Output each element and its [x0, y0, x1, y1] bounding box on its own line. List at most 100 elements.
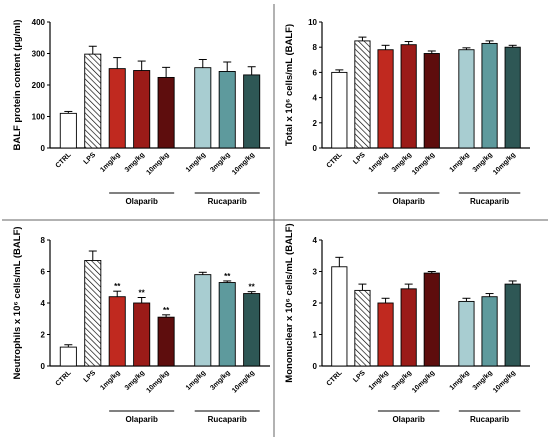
- y-tick-label: 100: [32, 113, 46, 122]
- bar: [481, 42, 498, 149]
- category-label: 10mg/kg: [145, 369, 170, 394]
- group-label: Rucaparib: [208, 415, 247, 424]
- category-label: 10mg/kg: [231, 369, 256, 394]
- y-tick-label: 0: [41, 144, 46, 153]
- category-label: 1mg/kg: [449, 369, 471, 391]
- bar: [354, 40, 371, 149]
- bar: [133, 302, 151, 367]
- group-label: Olaparib: [392, 415, 425, 424]
- category-label: LPS: [83, 151, 98, 166]
- category-label: 1mg/kg: [99, 151, 121, 173]
- bar: [194, 274, 212, 367]
- category-label: 1mg/kg: [99, 369, 121, 391]
- category-label: 10mg/kg: [231, 151, 256, 176]
- bar: [243, 293, 261, 367]
- bar: [218, 71, 236, 149]
- category-label: 3mg/kg: [391, 151, 413, 173]
- y-tick-label: 1: [313, 331, 318, 340]
- bar: [243, 74, 261, 149]
- bar: [84, 53, 102, 149]
- bar: [108, 68, 126, 149]
- bar: [194, 67, 212, 149]
- y-tick-label: 6: [41, 268, 46, 277]
- group-label: Olaparib: [392, 197, 425, 206]
- bar: [504, 283, 521, 367]
- category-label: 3mg/kg: [472, 369, 494, 391]
- panel-balf-protein: 0 100 200 300 400 BALF protein content (µg/ml…: [12, 18, 270, 206]
- bar: [458, 300, 475, 367]
- bar: [108, 296, 126, 367]
- bar: [377, 302, 394, 367]
- category-label: 3mg/kg: [209, 151, 231, 173]
- category-label: CTRL: [326, 369, 345, 388]
- group-label: Rucaparib: [470, 415, 509, 424]
- category-label: 10mg/kg: [411, 151, 436, 176]
- category-label: CTRL: [55, 151, 74, 170]
- category-label: 10mg/kg: [492, 151, 517, 176]
- category-label: CTRL: [326, 151, 345, 170]
- bar: [59, 346, 77, 367]
- bar: [84, 260, 102, 367]
- y-tick-label: 4: [313, 94, 318, 103]
- y-tick-label: 400: [32, 18, 46, 27]
- bar: [354, 289, 371, 367]
- category-label: 10mg/kg: [145, 151, 170, 176]
- bar: [331, 71, 348, 149]
- category-label: 1mg/kg: [368, 151, 390, 173]
- y-tick-label: 4: [313, 236, 318, 245]
- bar: [423, 272, 440, 367]
- bar: [377, 49, 394, 149]
- category-label: 1mg/kg: [368, 369, 390, 391]
- y-axis-title: BALF protein content (µg/ml): [12, 19, 23, 150]
- y-tick-label: 0: [313, 144, 318, 153]
- y-tick-label: 0: [41, 362, 46, 371]
- significance-marker: **: [114, 282, 121, 291]
- category-label: 10mg/kg: [492, 369, 517, 394]
- y-tick-label: 6: [313, 68, 318, 77]
- bar: [157, 76, 175, 149]
- category-label: 10mg/kg: [411, 369, 436, 394]
- significance-marker: **: [139, 288, 146, 297]
- category-label: 1mg/kg: [185, 369, 207, 391]
- significance-marker: **: [224, 272, 231, 281]
- bar: [400, 44, 417, 149]
- panel-neutrophils: 0 2 4 6 8 Neutrophils x 10⁶ cells/mL (BALF) CT…: [12, 226, 270, 424]
- significance-marker: **: [249, 283, 256, 292]
- panel-total-cells: 0 2 4 6 8 10 Total x 10⁶ cells/mL (BALF) CTRL LP…: [284, 18, 530, 206]
- category-label: LPS: [352, 151, 367, 166]
- bar: [423, 53, 440, 149]
- bar: [59, 112, 77, 149]
- y-tick-label: 8: [41, 236, 46, 245]
- category-label: 1mg/kg: [449, 151, 471, 173]
- panel-mononuclear: 0 1 2 3 4 Mononuclear x 10⁶ cells/mL (BALF) CT…: [284, 223, 530, 424]
- category-label: 3mg/kg: [391, 369, 413, 391]
- group-label: Rucaparib: [208, 197, 247, 206]
- category-label: LPS: [352, 369, 367, 384]
- bar: [400, 288, 417, 367]
- y-tick-label: 200: [32, 81, 46, 90]
- category-label: 3mg/kg: [124, 369, 146, 391]
- category-label: 3mg/kg: [209, 369, 231, 391]
- y-tick-label: 300: [32, 50, 46, 59]
- bar: [481, 296, 498, 367]
- group-label: Olaparib: [125, 415, 158, 424]
- bar: [331, 266, 348, 367]
- y-tick-label: 10: [308, 18, 317, 27]
- y-axis-title: Neutrophils x 10⁶ cells/mL (BALF): [12, 226, 23, 379]
- y-tick-label: 4: [41, 299, 46, 308]
- category-label: LPS: [83, 369, 98, 384]
- y-tick-label: 3: [313, 268, 318, 277]
- bar: [218, 282, 236, 367]
- y-tick-label: 2: [313, 119, 318, 128]
- y-tick-label: 2: [41, 331, 46, 340]
- y-tick-label: 0: [313, 362, 318, 371]
- category-label: 3mg/kg: [124, 151, 146, 173]
- category-label: 3mg/kg: [472, 151, 494, 173]
- group-label: Rucaparib: [470, 197, 509, 206]
- y-tick-label: 2: [313, 299, 318, 308]
- significance-marker: **: [163, 306, 170, 315]
- bar: [133, 70, 151, 149]
- y-axis-title: Total x 10⁶ cells/mL (BALF): [284, 24, 295, 146]
- bar: [157, 316, 175, 367]
- category-label: 1mg/kg: [185, 151, 207, 173]
